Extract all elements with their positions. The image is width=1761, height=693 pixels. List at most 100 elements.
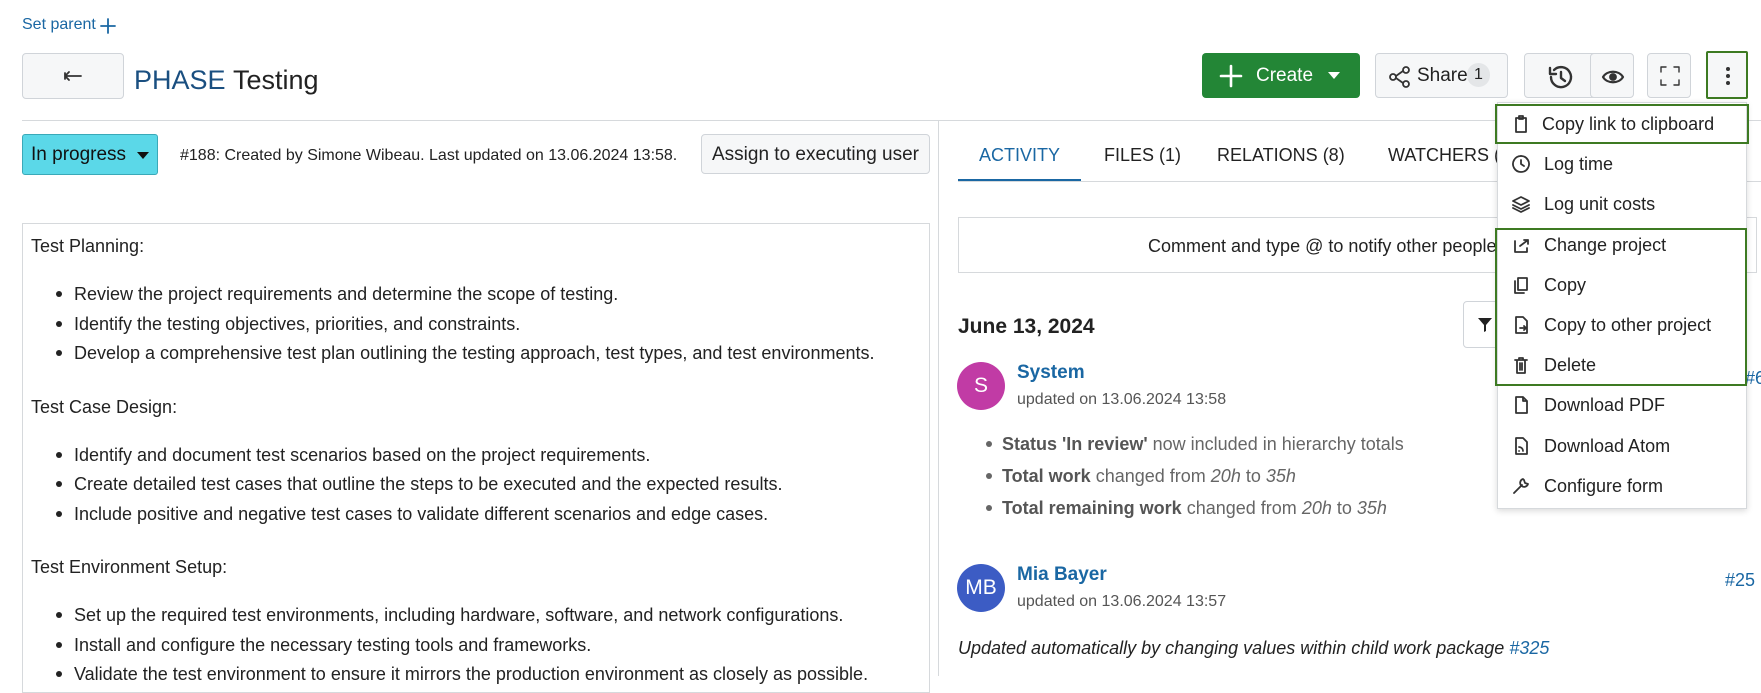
create-caret xyxy=(1328,72,1340,79)
dot xyxy=(1726,74,1730,78)
fullscreen-icon xyxy=(1660,66,1680,86)
list-item: Identify the testing objectives, priorit… xyxy=(74,313,521,334)
bullet xyxy=(986,505,992,511)
eye-icon xyxy=(1601,70,1625,84)
create-plus xyxy=(1219,64,1243,88)
filter-path xyxy=(1478,318,1492,332)
menu-icon xyxy=(1514,357,1528,375)
caret-path xyxy=(137,152,149,159)
change-field: Total remaining work xyxy=(1002,498,1182,518)
tab[interactable]: WATCHERS ( xyxy=(1388,145,1500,165)
comment-placeholder[interactable]: Comment and type @ to notify other peopl… xyxy=(1148,236,1497,256)
back-button[interactable] xyxy=(22,53,124,99)
updated-text: updated on 13.06.2024 13:57 xyxy=(1017,593,1227,610)
entry-number[interactable]: #25 xyxy=(1725,570,1756,590)
share-label[interactable]: Share xyxy=(1417,65,1468,86)
page: {"header": {"set_parent": "Set parent", … xyxy=(22,16,1761,693)
note-link[interactable]: #325 xyxy=(1509,638,1550,658)
status-button[interactable] xyxy=(22,134,158,175)
avatar: MB xyxy=(957,564,1005,612)
history-button[interactable] xyxy=(1524,53,1597,98)
menu-item[interactable]: Copy to other project xyxy=(1544,315,1712,335)
eye-pupil xyxy=(1609,73,1617,81)
menu-item[interactable]: Download PDF xyxy=(1544,395,1666,416)
change-from: 20h xyxy=(1301,498,1332,518)
menu-icon-path xyxy=(1515,396,1528,415)
note-line: Updated automatically by changing values… xyxy=(958,636,1549,660)
tabs-rule xyxy=(958,181,1761,182)
bullet xyxy=(56,641,62,648)
menu-item[interactable]: Copy link to clipboard xyxy=(1542,114,1715,134)
change-from: 20h xyxy=(1210,466,1241,486)
author[interactable]: Mia Bayer xyxy=(1017,564,1107,585)
share-count: 1 xyxy=(1467,63,1490,87)
bullet xyxy=(56,451,62,458)
change-line: Total work changed from 20h to 35h xyxy=(1002,464,1296,488)
caret-path xyxy=(1328,72,1340,79)
share-dot xyxy=(1402,80,1410,88)
menu-icon xyxy=(1514,276,1528,294)
more-button[interactable] xyxy=(1706,51,1748,99)
bullet xyxy=(56,481,62,487)
change-text: changed from xyxy=(1095,466,1206,486)
menu-icon-path xyxy=(1514,238,1529,253)
menu-icon-path xyxy=(1512,196,1530,214)
author[interactable]: System xyxy=(1017,362,1085,383)
menu-item[interactable]: Configure form xyxy=(1544,475,1664,496)
tab[interactable]: RELATIONS (8) xyxy=(1217,145,1345,165)
history-path xyxy=(1548,65,1573,89)
list-item: Create detailed test cases that outline … xyxy=(74,474,783,494)
change-text: now included in hierarchy totals xyxy=(1152,434,1404,454)
highlight-box xyxy=(1495,104,1749,144)
assign-button[interactable] xyxy=(701,134,930,174)
bullet xyxy=(56,320,62,327)
back-path xyxy=(64,71,82,81)
watch-button[interactable] xyxy=(1590,53,1634,98)
avatar: S xyxy=(957,362,1005,410)
tab[interactable]: ACTIVITY xyxy=(979,145,1061,165)
note-text: Updated automatically by changing values… xyxy=(958,638,1505,658)
tab-underline xyxy=(958,179,1081,182)
fullscreen-button[interactable] xyxy=(1647,53,1691,98)
create-button[interactable] xyxy=(1202,53,1360,98)
pane-divider xyxy=(938,120,939,676)
menu-icon-path xyxy=(1515,436,1528,455)
menu-item[interactable]: Copy xyxy=(1544,274,1587,295)
entry-number[interactable]: #6 xyxy=(1745,368,1761,388)
menu-icon xyxy=(1513,477,1529,494)
change-text: changed from xyxy=(1186,498,1297,518)
change-connector: to xyxy=(1245,466,1261,486)
create-label[interactable]: Create xyxy=(1256,65,1314,86)
history-icon xyxy=(1548,65,1573,89)
share-icon xyxy=(1389,66,1410,88)
bullet xyxy=(56,671,62,677)
menu-item[interactable]: Delete xyxy=(1544,355,1597,376)
menu-item[interactable]: Change project xyxy=(1544,234,1667,255)
list-item: Develop a comprehensive test plan outlin… xyxy=(74,343,875,363)
comment-box[interactable] xyxy=(958,217,1757,273)
list-item: Identify and document test scenarios bas… xyxy=(74,444,651,465)
menu-item[interactable]: Log time xyxy=(1544,154,1614,175)
bullet xyxy=(986,441,992,447)
menu-icon-path xyxy=(1515,316,1528,334)
fullscreen-path xyxy=(1660,66,1680,86)
share-dot xyxy=(1402,66,1410,74)
bullet xyxy=(56,350,62,356)
assign-label[interactable]: Assign to executing user xyxy=(712,144,920,165)
set-parent-link[interactable]: Set parent xyxy=(22,16,96,33)
menu-item[interactable]: Download Atom xyxy=(1544,435,1671,456)
list-item: Install and configure the necessary test… xyxy=(74,634,592,655)
tab[interactable]: FILES (1) xyxy=(1104,145,1182,165)
highlight-box xyxy=(1495,228,1747,386)
status-label[interactable]: In progress xyxy=(31,144,127,165)
header-rule xyxy=(22,120,938,121)
menu-item[interactable]: Log unit costs xyxy=(1544,194,1656,215)
share-dot xyxy=(1389,73,1397,81)
status-caret xyxy=(137,152,149,159)
section-heading: Test Case Design: xyxy=(31,396,178,417)
change-line: Status 'In review' now included in hiera… xyxy=(1002,432,1404,456)
plus-path xyxy=(100,18,116,34)
change-field: Total work xyxy=(1002,466,1091,486)
section-heading: Test Planning: xyxy=(31,236,145,256)
menu-icon xyxy=(1515,115,1527,133)
